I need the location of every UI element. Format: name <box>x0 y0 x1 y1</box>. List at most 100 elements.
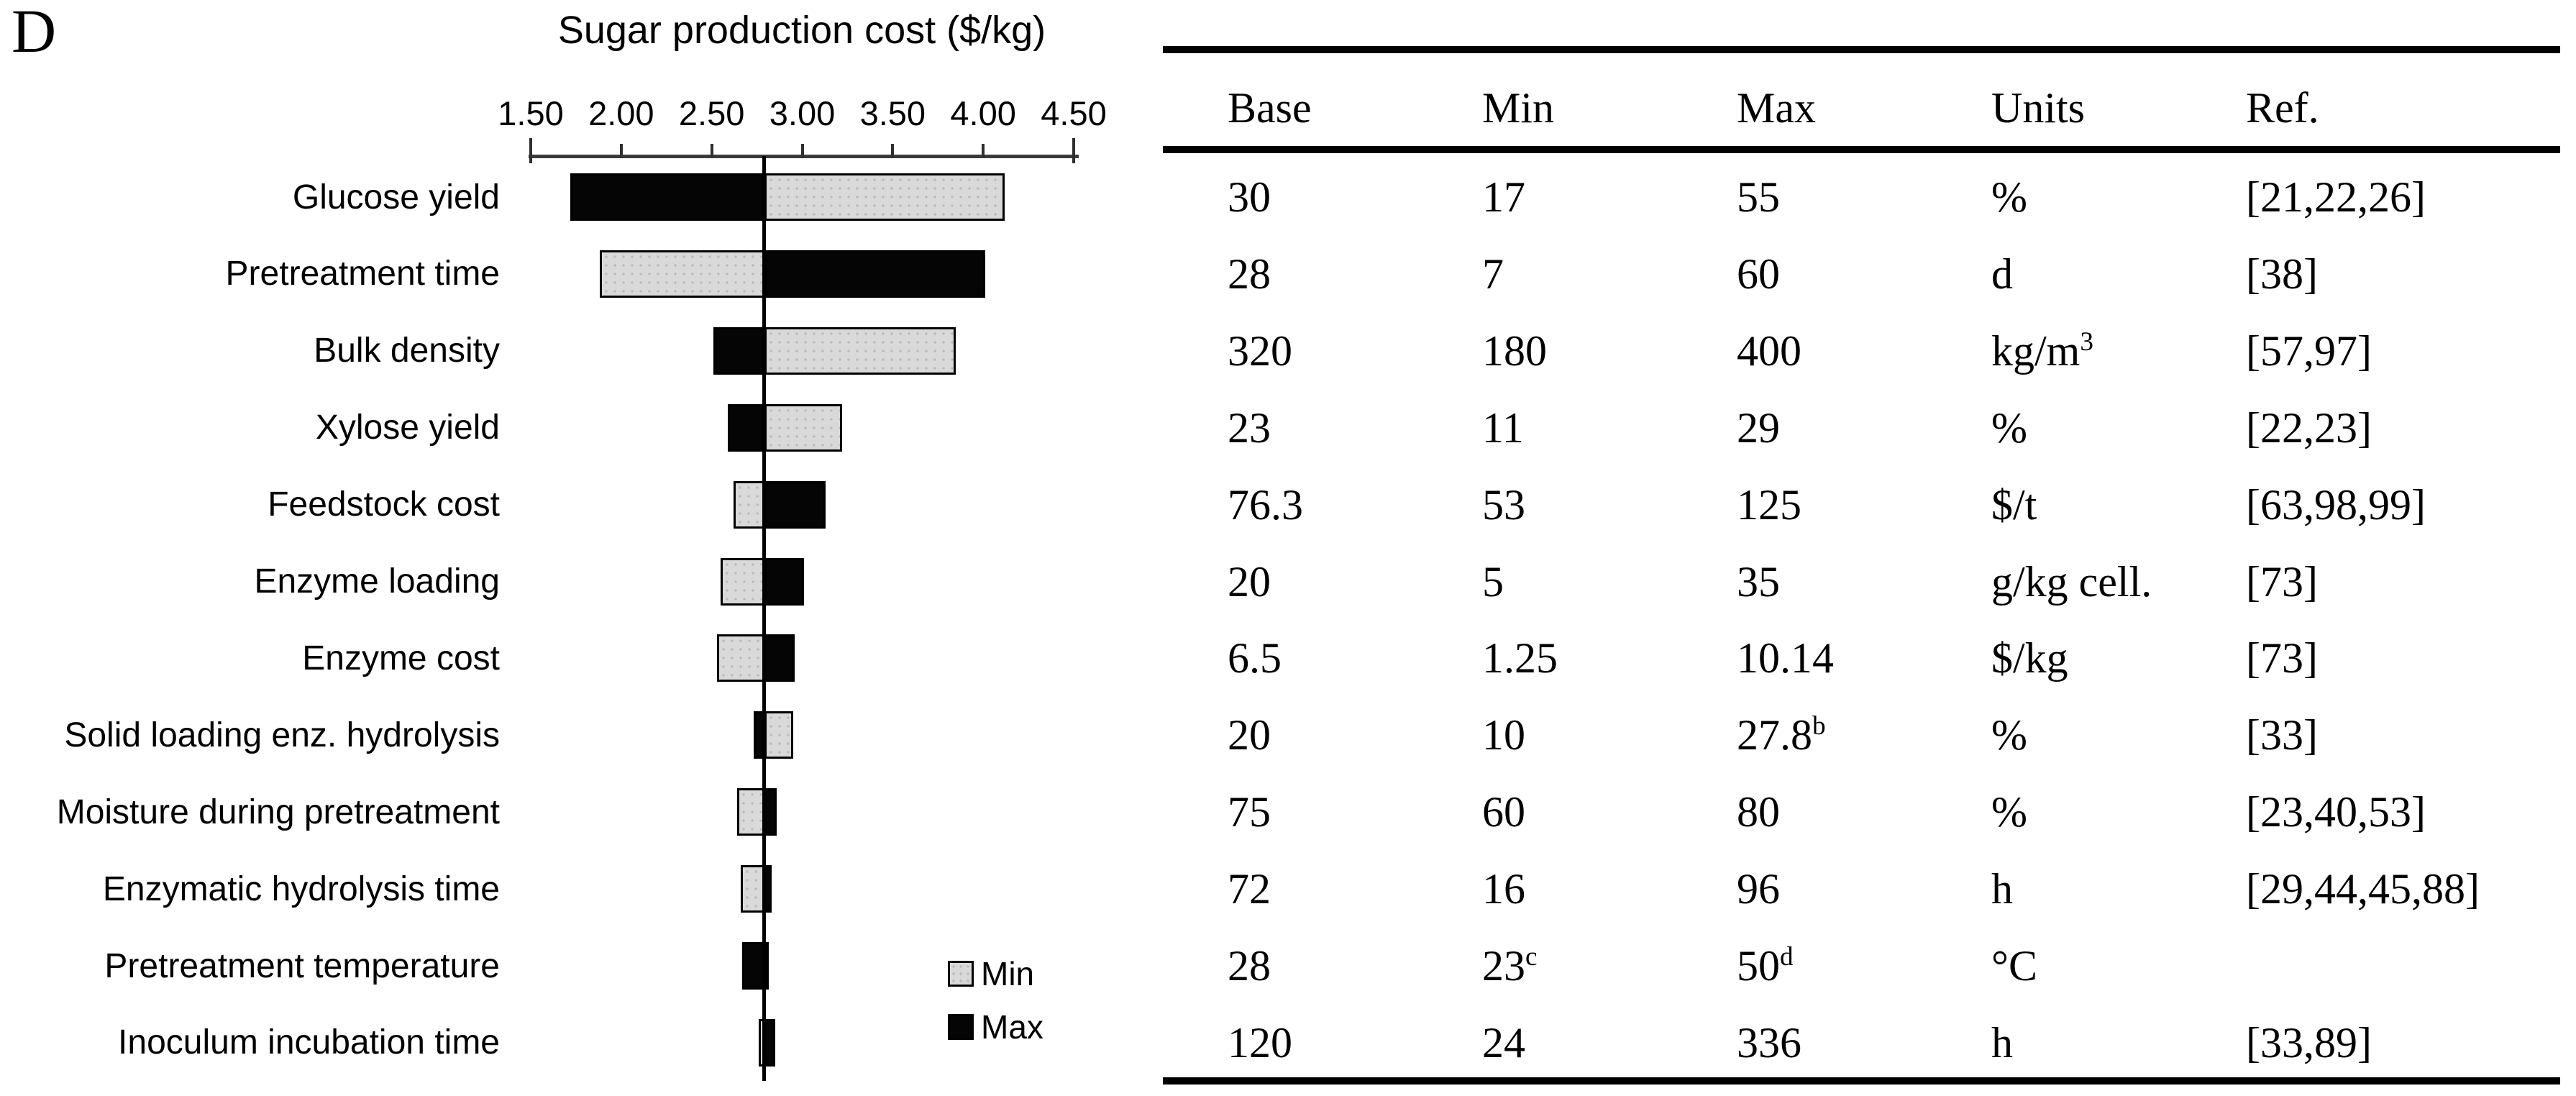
x-axis-tick-label: 3.50 <box>859 94 926 132</box>
table-cell-max: 336 <box>1737 1018 1801 1067</box>
table-cell-units: g/kg cell. <box>1991 557 2152 606</box>
table-cell-ref: [38] <box>2246 250 2318 298</box>
category-label: Pretreatment time <box>225 255 500 293</box>
table-cell-units: d <box>1991 250 2013 298</box>
min-bar <box>733 480 764 529</box>
x-axis-tick <box>891 144 895 157</box>
table-cell-base: 20 <box>1228 711 1271 759</box>
x-axis-tick <box>529 138 532 163</box>
table-cell-units: kg/m3 <box>1991 326 2093 375</box>
x-axis-tick <box>800 144 804 157</box>
table-cell-min: 24 <box>1482 1018 1525 1067</box>
table-cell-ref: [73] <box>2246 634 2318 682</box>
table-cell-ref: [21,22,26] <box>2246 173 2426 221</box>
x-axis-line <box>529 155 1079 158</box>
table-cell-min: 1.25 <box>1482 634 1558 682</box>
x-axis-tick-label: 3.00 <box>769 94 836 132</box>
table-header-min: Min <box>1482 84 1555 132</box>
category-label: Enzymatic hydrolysis time <box>102 869 500 908</box>
panel-letter: D <box>12 0 57 65</box>
table-cell-base: 20 <box>1228 557 1271 606</box>
table-cell-units: h <box>1991 865 2013 913</box>
min-bar <box>599 250 764 298</box>
base-case-line <box>762 156 767 1081</box>
table-cell-units: % <box>1991 173 2027 221</box>
max-bar <box>764 788 777 836</box>
table-cell-ref: [73] <box>2246 557 2318 606</box>
max-bar <box>742 942 764 990</box>
max-bar <box>570 173 764 221</box>
table-cell-units: $/t <box>1991 480 2037 529</box>
table-cell-min: 180 <box>1482 326 1547 375</box>
table-cell-min: 60 <box>1482 788 1525 836</box>
max-bar <box>764 480 826 529</box>
max-bar <box>728 403 764 452</box>
table-header-rule <box>1163 146 2560 153</box>
x-axis-tick-label: 2.50 <box>678 94 745 132</box>
superscript-note: b <box>1812 711 1826 741</box>
max-bar <box>764 250 985 298</box>
table-cell-ref: [29,44,45,88] <box>2246 865 2480 913</box>
min-bar <box>740 865 764 913</box>
table-cell-max: 60 <box>1737 250 1780 298</box>
table-cell-max: 96 <box>1737 865 1780 913</box>
category-label: Enzyme loading <box>254 562 500 600</box>
table-header-units: Units <box>1991 84 2086 132</box>
table-cell-base: 75 <box>1228 788 1271 836</box>
legend-min-swatch <box>948 961 974 987</box>
chart-title: Sugar production cost ($/kg) <box>557 9 1046 52</box>
table-cell-units: h <box>1991 1018 2013 1067</box>
table-cell-base: 76.3 <box>1228 480 1303 529</box>
max-bar <box>764 557 804 606</box>
table-cell-min: 53 <box>1482 480 1525 529</box>
x-axis-tick-label: 4.00 <box>950 94 1016 132</box>
category-label: Bulk density <box>314 332 500 370</box>
table-cell-units: °C <box>1991 942 2038 990</box>
table-cell-base: 30 <box>1228 173 1271 221</box>
table-top-rule <box>1163 46 2560 53</box>
table-cell-min: 5 <box>1482 557 1504 606</box>
table-cell-max: 35 <box>1737 557 1780 606</box>
table-cell-ref: [57,97] <box>2246 326 2372 375</box>
category-label: Xylose yield <box>315 408 500 447</box>
table-cell-max: 125 <box>1737 480 1801 529</box>
x-axis-tick <box>1072 138 1075 163</box>
table-cell-units: % <box>1991 788 2027 836</box>
table-cell-max: 55 <box>1737 173 1780 221</box>
table-cell-ref: [33] <box>2246 711 2318 759</box>
table-cell-max: 27.8b <box>1737 711 1826 759</box>
table-cell-min: 23c <box>1482 942 1538 990</box>
min-bar <box>764 326 956 375</box>
category-label: Moisture during pretreatment <box>56 793 500 831</box>
table-cell-units: % <box>1991 711 2027 759</box>
table-cell-base: 72 <box>1228 865 1271 913</box>
table-cell-max: 29 <box>1737 403 1780 452</box>
legend-max-label: Max <box>981 1008 1043 1046</box>
table-cell-base: 23 <box>1228 403 1271 452</box>
table-cell-max: 400 <box>1737 326 1801 375</box>
table-cell-units: % <box>1991 403 2027 452</box>
category-label: Glucose yield <box>292 178 500 216</box>
min-bar <box>721 557 764 606</box>
max-bar <box>713 326 764 375</box>
table-header-max: Max <box>1737 84 1816 132</box>
table-cell-min: 11 <box>1482 403 1524 452</box>
table-cell-ref: [23,40,53] <box>2246 788 2426 836</box>
table-cell-ref: [22,23] <box>2246 403 2372 452</box>
category-label: Enzyme cost <box>302 639 500 677</box>
max-bar <box>764 634 795 682</box>
category-label: Pretreatment temperature <box>104 946 500 985</box>
table-cell-min: 10 <box>1482 711 1525 759</box>
x-axis-tick <box>710 144 713 157</box>
x-axis-tick-label: 1.50 <box>498 94 564 132</box>
category-label: Solid loading enz. hydrolysis <box>64 716 500 754</box>
legend-max-swatch <box>948 1014 974 1040</box>
min-bar <box>736 788 764 836</box>
category-label: Feedstock cost <box>268 485 500 524</box>
x-axis-tick <box>982 144 985 157</box>
x-axis-tick <box>619 144 623 157</box>
table-cell-min: 16 <box>1482 865 1525 913</box>
table-bottom-rule <box>1163 1077 2560 1084</box>
table-cell-min: 17 <box>1482 173 1525 221</box>
